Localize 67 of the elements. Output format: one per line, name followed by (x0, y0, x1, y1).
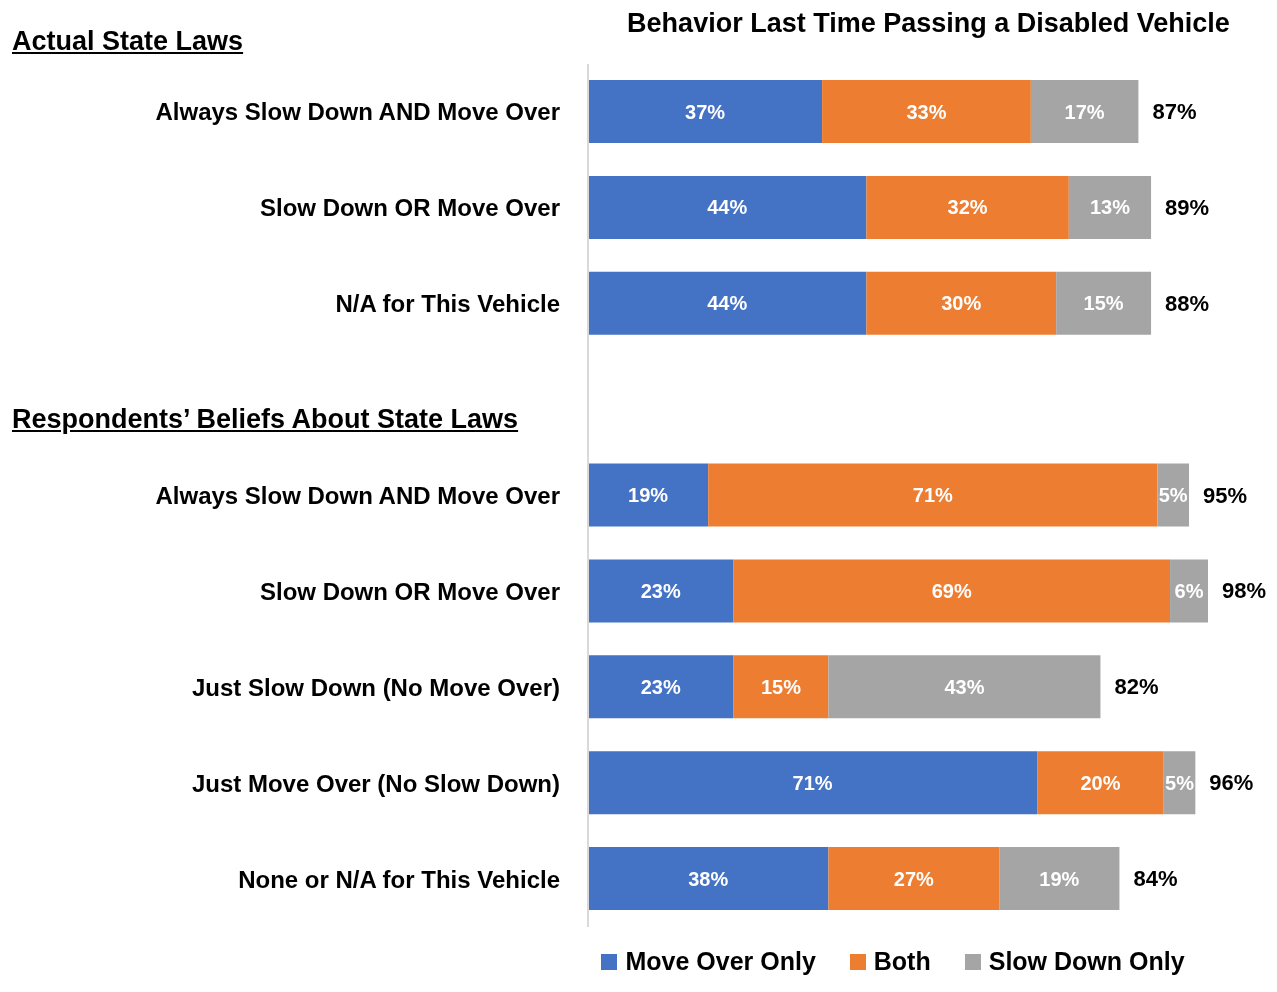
total-label: 88% (1165, 290, 1210, 316)
bar (733, 655, 829, 719)
y-tick-label: Always Slow Down AND Move Over (155, 482, 560, 509)
bar (708, 463, 1158, 527)
data-label: 6% (1174, 579, 1204, 602)
data-label: 15% (760, 675, 802, 698)
bar (1056, 271, 1152, 335)
chart-title: Behavior Last Time Passing a Disabled Vehicle (626, 8, 1231, 39)
text: Actual State Laws (12, 26, 244, 57)
y-tick-label: Slow Down OR Move Over (259, 194, 560, 222)
data-label: 23% (640, 579, 681, 602)
y-tick-label: None or N/A for This Vehicle (238, 865, 560, 893)
bar (1030, 80, 1139, 143)
y-tick-label: Always Slow Down AND Move Over (155, 98, 560, 126)
data-label: 17% (1064, 100, 1105, 123)
bar (1037, 751, 1164, 815)
data-label: 20% (1080, 771, 1121, 794)
data-label: 5% (1158, 484, 1188, 507)
bar (588, 175, 867, 239)
data-label: 33% (906, 100, 947, 123)
legend-label: Move Over Only (624, 947, 816, 976)
data-label: 71% (912, 484, 954, 507)
total-label: 82% (1114, 674, 1159, 700)
bar (866, 271, 1057, 335)
data-label: 5% (1165, 771, 1195, 794)
bar (588, 80, 823, 143)
data-label: 32% (947, 196, 988, 219)
data-label: 19% (628, 484, 669, 507)
data-label: 44% (707, 196, 748, 219)
bar (588, 655, 734, 719)
data-label: 27% (893, 867, 935, 890)
bar (588, 559, 734, 623)
data-label: 30% (941, 292, 982, 315)
text: Respondents’ Beliefs About State Laws (12, 403, 519, 435)
data-label: 38% (688, 867, 729, 890)
bar (828, 847, 1000, 911)
bar (733, 559, 1171, 623)
data-label: 69% (931, 579, 973, 602)
data-label: 23% (640, 675, 681, 698)
y-tick-label: Just Slow Down (No Move Over) (191, 673, 560, 701)
bar (588, 271, 867, 335)
total-label: 89% (1165, 194, 1210, 220)
y-tick-label: Just Move Over (No Slow Down) (191, 769, 560, 797)
total-label: 96% (1209, 770, 1254, 796)
bar (822, 80, 1031, 143)
bar (828, 655, 1101, 719)
total-label: 95% (1203, 482, 1248, 508)
data-label: 44% (707, 292, 748, 315)
bar (588, 847, 829, 911)
total-label: 84% (1133, 866, 1178, 892)
bar (999, 847, 1120, 911)
legend-label: Both (872, 947, 931, 976)
total-label: 98% (1222, 578, 1267, 604)
y-tick-label: Slow Down OR Move Over (259, 577, 560, 605)
bar (588, 751, 1038, 815)
data-label: 43% (944, 675, 985, 698)
data-label: 71% (792, 771, 833, 794)
bar (866, 175, 1069, 239)
legend-label: Slow Down Only (987, 947, 1185, 976)
data-label: 13% (1089, 196, 1131, 219)
bar (1068, 175, 1152, 239)
data-label: 37% (685, 100, 726, 123)
data-label: 19% (1039, 867, 1080, 890)
y-tick-label: N/A for This Vehicle (335, 290, 560, 318)
bar (588, 463, 709, 527)
total-label: 87% (1152, 99, 1197, 124)
data-label: 15% (1083, 292, 1124, 315)
